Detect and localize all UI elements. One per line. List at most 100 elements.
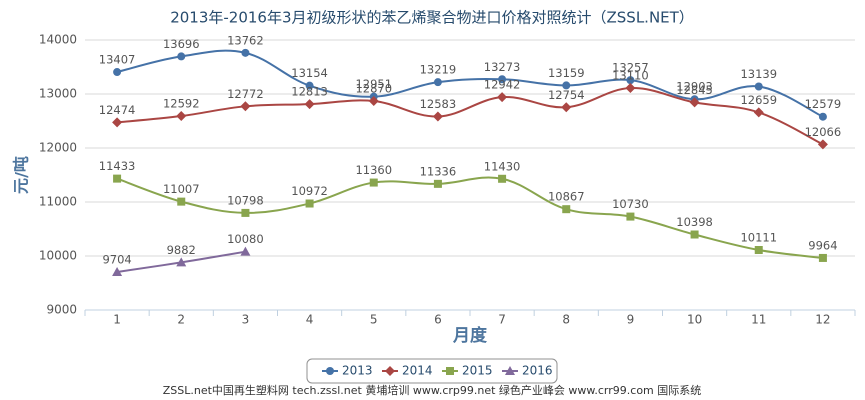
x-tick-label: 7	[498, 313, 506, 327]
footer: ZSSL.net中国再生塑料网 tech.zssl.net 黄埔培训 www.c…	[163, 383, 702, 397]
data-label: 13110	[612, 69, 649, 83]
legend-marker	[505, 366, 515, 375]
data-label: 13273	[484, 60, 521, 74]
x-tick-label: 8	[562, 313, 570, 327]
data-label: 9964	[808, 238, 837, 252]
data-point	[561, 102, 572, 113]
data-point	[432, 111, 443, 122]
x-tick-label: 3	[242, 313, 250, 327]
data-label: 11430	[484, 159, 521, 173]
data-label: 12813	[291, 85, 328, 99]
data-label: 12579	[805, 97, 842, 111]
data-point	[240, 101, 251, 112]
y-axis-label: 元/吨	[12, 156, 31, 194]
data-point	[305, 199, 314, 208]
data-label: 12772	[227, 87, 264, 101]
data-point	[817, 139, 828, 150]
data-point	[626, 212, 635, 221]
data-label: 10730	[612, 197, 649, 211]
data-point	[433, 78, 442, 87]
data-point	[240, 246, 251, 256]
data-point	[241, 48, 250, 57]
data-label: 11360	[355, 163, 392, 177]
x-tick-label: 12	[815, 313, 830, 327]
data-label: 10867	[548, 190, 585, 204]
data-point	[368, 96, 379, 107]
data-point	[177, 52, 186, 61]
data-label: 11433	[99, 159, 136, 173]
data-label: 12942	[484, 78, 521, 92]
data-label: 13154	[291, 66, 328, 80]
y-tick-label: 13000	[39, 87, 77, 101]
data-point	[305, 81, 314, 90]
data-label: 12951	[355, 77, 392, 91]
data-label: 11336	[420, 164, 457, 178]
x-tick-label: 2	[177, 313, 185, 327]
data-point	[497, 92, 508, 103]
data-point	[754, 246, 763, 255]
legend-marker	[446, 367, 454, 375]
data-label: 12659	[740, 93, 777, 107]
legend-label: 2016	[522, 364, 553, 378]
legend-label: 2015	[462, 364, 493, 378]
x-tick-label: 6	[434, 313, 442, 327]
data-label: 10972	[291, 184, 328, 198]
x-tick-label: 1	[113, 313, 121, 327]
data-label: 13696	[163, 37, 200, 51]
data-point	[113, 68, 122, 77]
data-point	[562, 81, 571, 90]
legend-marker	[326, 367, 334, 375]
data-label: 12583	[420, 97, 457, 111]
series-line	[116, 176, 824, 259]
data-point	[112, 117, 123, 128]
data-label: 11007	[163, 182, 200, 196]
data-label: 13257	[612, 61, 649, 75]
data-point	[304, 99, 315, 110]
y-tick-label: 12000	[39, 141, 77, 155]
data-label: 9704	[102, 252, 131, 266]
data-label: 12474	[99, 103, 136, 117]
data-label: 12592	[163, 97, 200, 111]
data-label: 9882	[167, 243, 196, 257]
data-label: 10080	[227, 232, 264, 246]
data-point	[241, 208, 250, 217]
data-point	[498, 174, 507, 183]
legend-label: 2014	[402, 364, 433, 378]
x-tick-label: 11	[751, 313, 766, 327]
data-point	[112, 266, 123, 276]
y-tick-label: 10000	[39, 249, 77, 263]
legend-marker	[385, 366, 395, 376]
data-point	[754, 82, 763, 91]
x-tick-label: 10	[687, 313, 702, 327]
data-point	[177, 197, 186, 206]
data-label: 12903	[676, 80, 713, 94]
data-label: 12870	[355, 82, 392, 96]
series-line	[116, 49, 824, 118]
data-label: 12845	[676, 83, 713, 97]
data-label: 12754	[548, 88, 585, 102]
data-point	[690, 230, 699, 239]
data-point	[369, 178, 378, 187]
data-label: 13407	[99, 53, 136, 67]
data-label: 13159	[548, 66, 585, 80]
data-label: 13762	[227, 33, 264, 47]
series-line	[116, 87, 824, 146]
data-label: 10398	[676, 215, 713, 229]
data-point	[176, 111, 187, 122]
data-point	[562, 205, 571, 214]
data-point	[626, 76, 635, 85]
data-point	[176, 257, 187, 267]
data-point	[113, 174, 122, 183]
x-tick-label: 4	[306, 313, 314, 327]
data-label: 12066	[805, 125, 842, 139]
data-point	[753, 107, 764, 118]
data-point	[433, 179, 442, 188]
x-axis-label: 月度	[452, 325, 488, 346]
data-label: 13139	[740, 67, 777, 81]
data-label: 10798	[227, 193, 264, 207]
data-point	[498, 75, 507, 84]
x-tick-label: 9	[627, 313, 635, 327]
legend-label: 2013	[342, 364, 373, 378]
data-point	[818, 112, 827, 121]
